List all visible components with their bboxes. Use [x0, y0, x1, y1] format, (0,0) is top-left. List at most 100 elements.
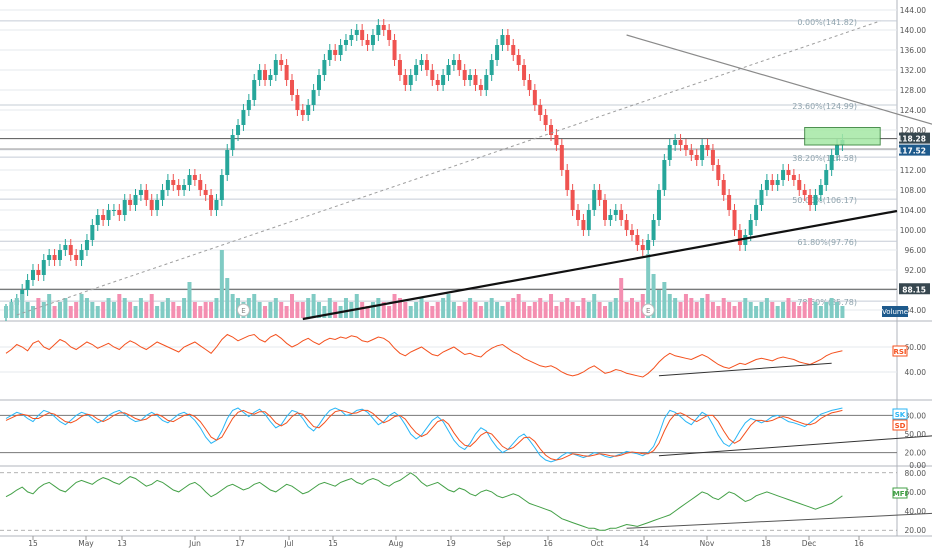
- candle-body: [673, 140, 678, 145]
- volume-bar: [192, 302, 197, 318]
- x-axis-tick: 15: [28, 539, 38, 548]
- candle-body: [435, 80, 440, 85]
- candle-body: [629, 230, 634, 235]
- candle-body: [754, 205, 759, 220]
- candle-body: [268, 75, 273, 80]
- volume-bar: [694, 302, 699, 318]
- candle-body: [813, 195, 818, 205]
- volume-bar: [424, 302, 429, 318]
- volume-bar: [586, 302, 591, 318]
- candle-body: [106, 210, 111, 220]
- volume-bar: [79, 294, 84, 318]
- volume-bar: [478, 306, 483, 318]
- volume-bar: [511, 298, 516, 318]
- volume-bar: [489, 298, 494, 318]
- volume-bar: [808, 298, 813, 318]
- x-axis-tick: 17: [235, 539, 245, 548]
- candle-body: [462, 70, 467, 80]
- candle-body: [47, 255, 52, 260]
- candle-body: [705, 145, 710, 150]
- candle-body: [63, 245, 68, 250]
- volume-bar: [370, 302, 375, 318]
- mfi-axis-tick: 80.00: [905, 469, 927, 478]
- volume-bar: [441, 298, 446, 318]
- price-axis-tick: 104.00: [900, 206, 926, 215]
- candle-body: [565, 170, 570, 190]
- ascending-support-trendline: [302, 209, 898, 321]
- volume-bar: [365, 306, 370, 318]
- candle-body: [829, 155, 834, 170]
- rsi-axis-tick: 60.00: [905, 343, 927, 352]
- fib-level-label: 50.00%(106.17): [792, 196, 857, 205]
- candle-body: [511, 45, 516, 55]
- volume-bar: [171, 302, 176, 318]
- candle-body: [710, 150, 715, 165]
- volume-bar: [629, 298, 634, 318]
- candle-body: [635, 235, 640, 245]
- stoch-trendline: [658, 435, 932, 457]
- candle-body: [209, 195, 214, 210]
- candle-body: [160, 190, 165, 200]
- volume-bar: [230, 294, 235, 318]
- candle-body: [128, 200, 133, 205]
- volume-bar: [462, 302, 467, 318]
- volume-bar: [284, 306, 289, 318]
- candle-body: [365, 40, 370, 45]
- candle-body: [549, 125, 554, 135]
- candle-body: [41, 260, 46, 275]
- volume-bar: [754, 306, 759, 318]
- candle-body: [187, 175, 192, 185]
- candle-body: [527, 80, 532, 90]
- candle-body: [387, 30, 392, 40]
- candle-body: [468, 75, 473, 80]
- volume-bar: [786, 298, 791, 318]
- x-axis-tick: May: [78, 539, 94, 548]
- volume-bar: [592, 294, 597, 318]
- candle-body: [683, 145, 688, 150]
- volume-bar: [300, 302, 305, 318]
- candle-body: [808, 195, 813, 205]
- candle-body: [613, 210, 618, 215]
- volume-bar: [554, 306, 559, 318]
- candle-body: [770, 180, 775, 185]
- candle-body: [360, 30, 365, 40]
- support-price-tag-bg: [899, 283, 930, 295]
- volume-bar: [565, 298, 570, 318]
- volume-bar: [500, 306, 505, 318]
- mfi-trendline: [626, 512, 932, 529]
- candle-body: [451, 60, 456, 65]
- volume-bar: [522, 302, 527, 318]
- volume-bar: [473, 302, 478, 318]
- fib-level-label: 38.20%(114.58): [792, 154, 857, 163]
- candle-body: [68, 245, 73, 255]
- volume-bar: [138, 298, 143, 318]
- candle-body: [284, 65, 289, 80]
- volume-bar: [624, 302, 629, 318]
- candle-body: [414, 65, 419, 75]
- candle-body: [554, 135, 559, 145]
- x-axis-tick: Dec: [802, 539, 817, 548]
- volume-bar: [295, 302, 300, 318]
- candle-body: [489, 60, 494, 75]
- candle-body: [457, 60, 462, 70]
- candle-body: [403, 75, 408, 85]
- volume-bar: [813, 302, 818, 318]
- rsi-label-bg: [892, 345, 908, 357]
- price-axis-tick: 92.00: [905, 266, 927, 275]
- candle-body: [818, 185, 823, 195]
- mfi-axis-tick: 40.00: [905, 507, 927, 516]
- candle-body: [354, 30, 359, 35]
- last-price-tag: 117.52: [897, 147, 926, 156]
- candle-body: [538, 105, 543, 115]
- candle-body: [737, 230, 742, 245]
- candle-body: [306, 105, 311, 115]
- volume-bar: [268, 302, 273, 318]
- volume-bar: [430, 306, 435, 318]
- volume-bar: [47, 294, 52, 318]
- rsi-trendline: [658, 362, 832, 377]
- volume-bar: [840, 306, 845, 318]
- candle-body: [748, 220, 753, 235]
- stoch-k-line: [5, 407, 843, 463]
- candle-body: [646, 240, 651, 250]
